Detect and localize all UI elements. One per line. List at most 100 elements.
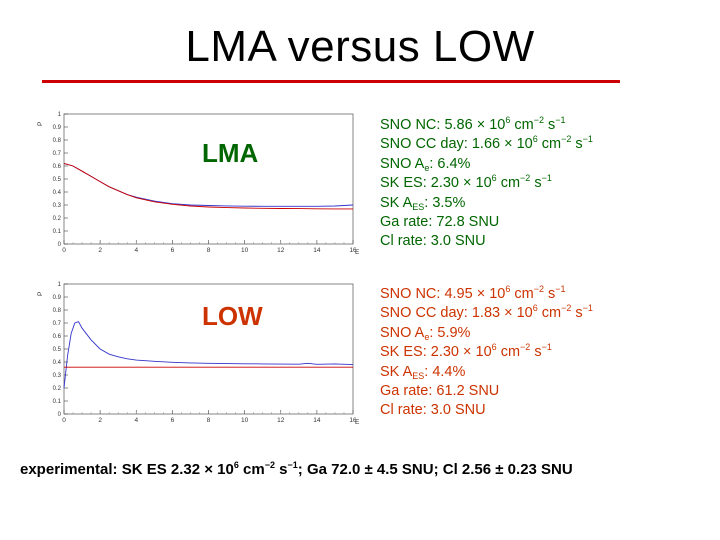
- info-line-sup3: −1: [555, 284, 566, 294]
- info-line-post: : 6.4%: [429, 155, 471, 172]
- info-line-pre: Ga rate: 61.2 SNU: [380, 383, 500, 400]
- info-line-pre: SK ES: 2.30 × 10: [380, 175, 492, 192]
- footer-exp2: −2: [264, 460, 276, 470]
- footer-text-post: ; Ga 72.0 ± 4.5 SNU; Cl 2.56 ± 0.23 SNU: [297, 461, 573, 478]
- info-line-sup2: −2: [561, 303, 572, 314]
- info-line: SK ES: 2.30 × 106 cm−2 s−1: [380, 174, 593, 193]
- info-line-sup2: −2: [520, 342, 531, 353]
- y-tick-label: 0.4: [53, 360, 62, 366]
- info-line-sup2: −2: [561, 134, 572, 145]
- footer-text-mid2: s: [275, 461, 288, 478]
- info-line-post2: s: [571, 136, 583, 153]
- info-line-post: : 3.5%: [424, 194, 466, 211]
- y-tick-label: 0.6: [53, 334, 62, 340]
- y-tick-label: 1: [58, 282, 62, 288]
- info-line-sup3: −1: [555, 115, 566, 125]
- info-line: Ga rate: 72.8 SNU: [380, 213, 593, 232]
- x-axis-label: E: [355, 419, 360, 426]
- info-line-sup3: −1: [541, 342, 552, 353]
- y-tick-label: 0.2: [53, 216, 62, 222]
- low-label: LOW: [202, 301, 263, 331]
- plot-frame: [63, 113, 354, 245]
- y-tick-label: 0.3: [53, 373, 62, 379]
- y-tick-label: 0.7: [53, 151, 62, 157]
- info-line: SNO NC: 4.95 × 106 cm−2 s−1: [380, 285, 593, 304]
- info-line-sub: e: [424, 331, 430, 342]
- lma-label: LMA: [202, 138, 259, 168]
- x-tick-label: 6: [171, 247, 175, 254]
- info-line-post: cm: [510, 117, 534, 133]
- plot-frame: [63, 283, 354, 415]
- info-line-pre: SNO NC: 4.95 × 10: [380, 286, 506, 302]
- info-line: SNO CC day: 1.66 × 106 cm−2 s−1: [380, 135, 593, 154]
- lma-info-list: SNO NC: 5.86 × 106 cm−2 s−1 SNO CC day: 1…: [380, 116, 593, 252]
- info-line-post: : 4.4%: [424, 363, 466, 380]
- x-tick-label: 12: [277, 247, 285, 254]
- info-line-sup: 6: [491, 342, 497, 353]
- info-line-pre: SK ES: 2.30 × 10: [380, 344, 492, 361]
- x-tick-label: 14: [313, 417, 321, 424]
- y-tick-label: 0.3: [53, 203, 62, 209]
- y-tick-label: 0.1: [53, 399, 62, 405]
- info-line-post: cm: [510, 286, 534, 302]
- y-tick-label: 0.5: [53, 347, 62, 353]
- info-line-post: cm: [537, 136, 562, 153]
- info-line: SNO Ae: 5.9%: [380, 324, 593, 343]
- y-tick-label: 0.9: [53, 295, 62, 301]
- info-line: SK ES: 2.30 × 106 cm−2 s−1: [380, 343, 593, 362]
- info-line-sup3: −1: [541, 173, 552, 184]
- y-tick-label: 0.2: [53, 386, 62, 392]
- info-line-pre: SK A: [380, 363, 413, 380]
- info-line: SK AES: 3.5%: [380, 194, 593, 213]
- info-line-pre: Cl rate: 3.0 SNU: [380, 233, 486, 250]
- info-line-sup: 6: [491, 173, 497, 184]
- info-line-pre: SNO A: [380, 155, 425, 172]
- x-axis-label: E: [355, 249, 360, 256]
- info-line-post: cm: [537, 305, 562, 322]
- y-tick-label: 0: [58, 242, 62, 248]
- footer-text-mid: cm: [238, 461, 265, 478]
- x-tick-label: 4: [134, 417, 138, 424]
- footer-text-pre: experimental: SK ES 2.32 × 10: [20, 461, 234, 478]
- x-tick-label: 12: [277, 417, 285, 424]
- y-axis-label: P: [37, 122, 44, 126]
- info-line-pre: SNO CC day: 1.83 × 10: [380, 305, 533, 322]
- y-tick-label: 0.9: [53, 125, 62, 131]
- info-line-pre: Ga rate: 72.8 SNU: [380, 214, 500, 231]
- info-line: Cl rate: 3.0 SNU: [380, 401, 593, 420]
- info-line-sup2: −2: [520, 173, 531, 184]
- info-line-post: cm: [496, 344, 521, 361]
- x-tick-label: 0: [62, 247, 66, 254]
- y-tick-label: 0.5: [53, 177, 62, 183]
- low-chart: 00.10.20.30.40.50.60.70.80.910 2 4 6 8 10 12 14…: [37, 282, 360, 426]
- info-line-sup: 6: [505, 284, 511, 294]
- info-line-post2: s: [530, 344, 542, 361]
- info-line: SNO Ae: 6.4%: [380, 155, 593, 174]
- y-tick-label: 0.1: [53, 229, 62, 235]
- info-line: SNO NC: 5.86 × 106 cm−2 s−1: [380, 116, 593, 135]
- y-tick-label: 0.8: [53, 138, 62, 144]
- info-line-post2: s: [571, 305, 583, 322]
- info-line-post: : 5.9%: [429, 324, 471, 341]
- info-line: SNO CC day: 1.83 × 106 cm−2 s−1: [380, 304, 593, 323]
- info-line-sup3: −1: [582, 303, 593, 314]
- info-line-sup: 6: [532, 303, 538, 314]
- lma-chart: 00.10.20.30.40.50.60.70.80.910 2 4 6 8 10 12 14…: [37, 112, 360, 256]
- info-line: Cl rate: 3.0 SNU: [380, 232, 593, 251]
- info-line-pre: SNO CC day: 1.66 × 10: [380, 136, 533, 153]
- x-tick-label: 16: [349, 417, 357, 424]
- footer-exp3: −1: [287, 460, 298, 470]
- series-line-1: [63, 321, 354, 389]
- x-tick-label: 2: [98, 247, 102, 254]
- info-line-sub: ES: [412, 370, 425, 381]
- y-tick-label: 0.8: [53, 308, 62, 314]
- x-tick-label: 10: [241, 247, 249, 254]
- slide-title: LMA versus LOW: [185, 22, 535, 71]
- series-line-2: [63, 162, 353, 210]
- info-line-post: cm: [496, 175, 521, 192]
- x-tick-label: 6: [171, 417, 175, 424]
- x-tick-label: 0: [62, 417, 66, 424]
- x-tick-label: 14: [313, 247, 321, 254]
- info-line-pre: Cl rate: 3.0 SNU: [380, 402, 486, 419]
- info-line-post2: s: [543, 117, 556, 133]
